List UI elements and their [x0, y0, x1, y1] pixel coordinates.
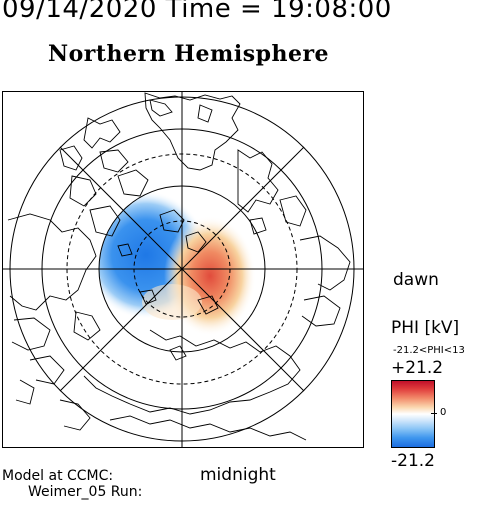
legend-zero-tick [431, 413, 437, 414]
legend-zero-label: 0 [440, 407, 447, 418]
legend-min-label: -21.2 [391, 451, 435, 471]
datetime-title: 09/14/2020 Time = 19:08:00 [2, 0, 392, 24]
legend-range-text: -21.2<PHI<13 [393, 345, 465, 356]
midnight-label: midnight [200, 465, 276, 485]
legend-colorbar [391, 380, 435, 448]
hemisphere-title: Northern Hemisphere [48, 41, 330, 67]
map-frame [2, 91, 364, 448]
legend-quantity-label: PHI [kV] [391, 318, 460, 338]
dawn-label: dawn [393, 270, 439, 290]
model-label: Model at CCMC: [2, 468, 114, 484]
legend-max-label: +21.2 [391, 358, 444, 378]
run-label: Weimer_05 Run: [28, 484, 143, 500]
